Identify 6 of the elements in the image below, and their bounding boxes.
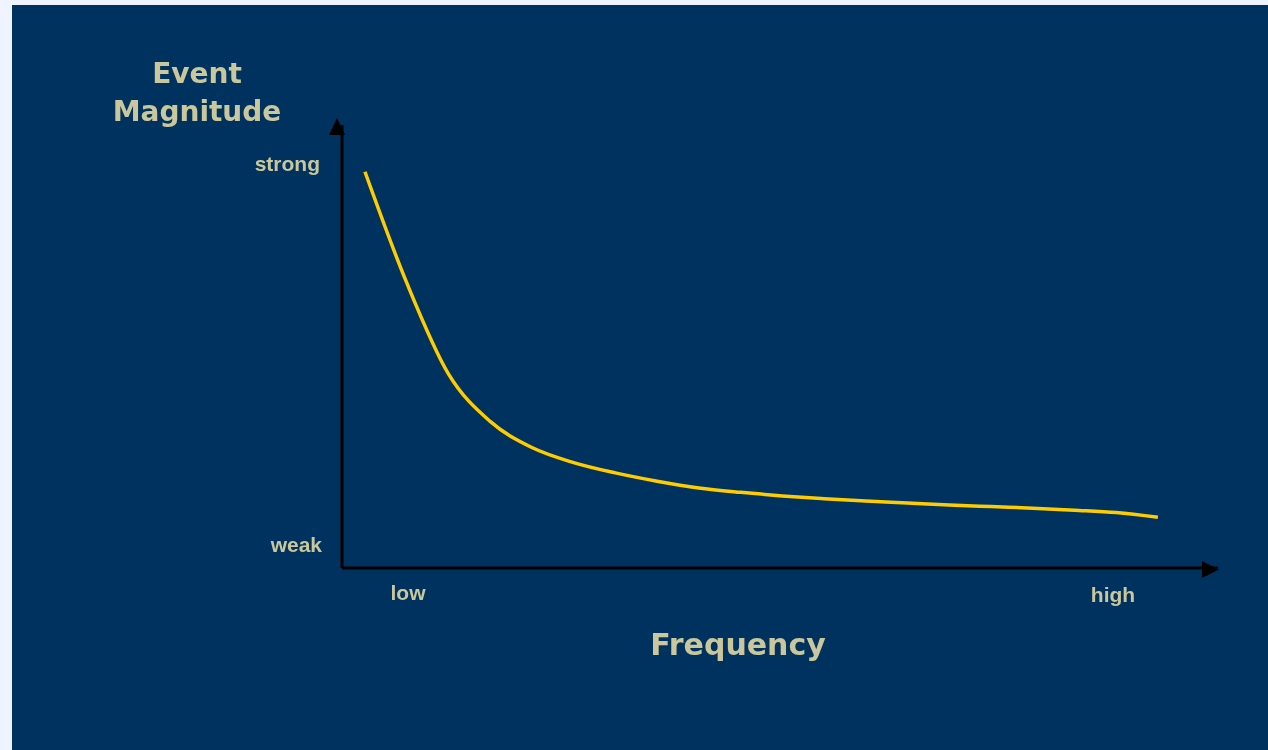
text: low bbox=[390, 581, 426, 605]
text: high bbox=[1090, 583, 1136, 607]
y-axis-title: Event Magnitude bbox=[111, 56, 283, 130]
text: weak bbox=[270, 533, 322, 557]
text: strong bbox=[254, 152, 320, 176]
x-axis-title: Frequency bbox=[650, 627, 826, 662]
